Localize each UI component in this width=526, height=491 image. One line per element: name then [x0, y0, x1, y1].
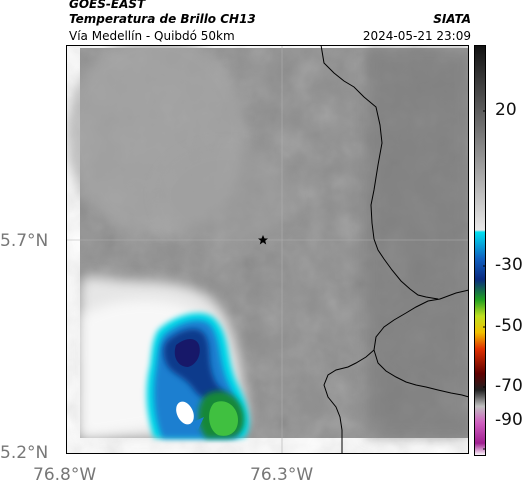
- map-frame: [66, 45, 469, 454]
- subtitle-region: Vía Medellín - Quibdó 50km: [69, 29, 235, 43]
- y-tick-label: 5.7°N: [0, 231, 49, 251]
- colorbar-tick-label: -50: [495, 316, 523, 336]
- border-line-north: [320, 44, 439, 300]
- x-tick-label: 76.3°W: [250, 465, 314, 485]
- title-product: Temperatura de Brillo CH13: [69, 12, 256, 26]
- cold-cloud-storm: [146, 312, 250, 438]
- star-icon: [258, 235, 268, 245]
- organization-label: SIATA: [433, 12, 471, 26]
- colorbar-tick-label: -90: [495, 410, 523, 430]
- colorbar-tick-label: -70: [495, 376, 523, 396]
- border-line-central: [373, 289, 470, 398]
- satellite-imagery: [66, 35, 469, 439]
- brightness-temperature-map: [66, 35, 470, 454]
- title-satellite: GOES-EAST: [69, 0, 146, 11]
- timestamp-label: 2024-05-21 23:09: [362, 29, 471, 43]
- x-tick-label: 76.8°W: [33, 465, 97, 485]
- y-tick-label: 5.2°N: [0, 443, 49, 463]
- border-line-south: [323, 349, 375, 454]
- colorbar: [474, 45, 486, 456]
- colorbar-tick-label: 20: [495, 100, 517, 120]
- map-panel: [66, 35, 470, 454]
- colorbar-tick-label: -30: [495, 255, 523, 275]
